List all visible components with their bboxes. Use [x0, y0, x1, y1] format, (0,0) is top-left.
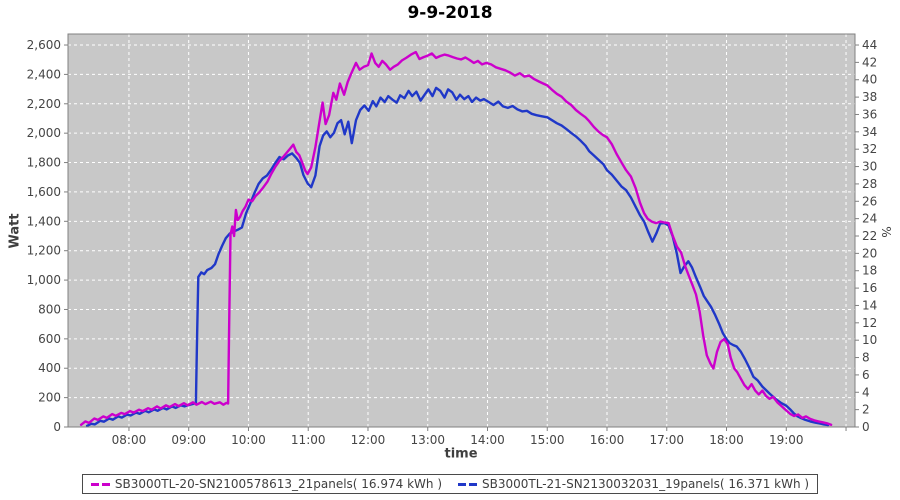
x-axis-tick-label: 19:00 — [769, 433, 804, 447]
y-axis-tick-label-right: 0 — [862, 420, 870, 434]
y-axis-tick-label-right: 18 — [862, 264, 877, 278]
y-axis-label-percent: % — [879, 226, 893, 238]
y-axis-tick-label-left: 1,200 — [27, 244, 61, 258]
y-axis-tick-label-left: 400 — [38, 361, 61, 375]
y-axis-tick-label-right: 44 — [862, 38, 877, 52]
y-axis-tick-label-right: 20 — [862, 246, 877, 260]
y-axis-tick-label-left: 600 — [38, 332, 61, 346]
x-axis-tick-label: 09:00 — [171, 433, 206, 447]
y-axis-tick-label-right: 6 — [862, 368, 870, 382]
y-axis-tick-label-right: 10 — [862, 333, 877, 347]
y-axis-tick-label-left: 2,200 — [27, 97, 61, 111]
y-axis-tick-label-right: 38 — [862, 90, 877, 104]
series-line-sb3000tl-20 — [79, 50, 833, 426]
y-axis-label-watt: Watt — [7, 213, 23, 249]
y-axis-tick-label-left: 1,600 — [27, 185, 61, 199]
y-axis-tick-label-left: 1,400 — [27, 214, 61, 228]
y-axis-tick-label-right: 24 — [862, 212, 877, 226]
legend-box: SB3000TL-20-SN2100578613_21panels( 16.97… — [81, 474, 819, 494]
legend-label: SB3000TL-20-SN2100578613_21panels( 16.97… — [114, 477, 442, 491]
x-axis-tick-label: 15:00 — [530, 433, 565, 447]
y-axis-tick-label-right: 40 — [862, 73, 877, 87]
x-axis-tick-label: 08:00 — [112, 433, 147, 447]
plot-area: 02004006008001,0001,2001,4001,6001,8002,… — [27, 33, 877, 447]
y-axis-tick-label-right: 8 — [862, 351, 870, 365]
y-axis-tick-label-right: 42 — [862, 55, 877, 69]
y-axis-tick-label-right: 4 — [862, 385, 870, 399]
y-axis-tick-label-right: 30 — [862, 160, 877, 174]
y-axis-tick-label-right: 36 — [862, 107, 877, 121]
y-axis-tick-label-left: 2,000 — [27, 126, 61, 140]
x-axis-tick-label: 13:00 — [410, 433, 445, 447]
legend-item-inverter-20: SB3000TL-20-SN2100578613_21panels( 16.97… — [90, 477, 442, 491]
y-axis-tick-label-right: 26 — [862, 194, 877, 208]
y-axis-tick-label-right: 16 — [862, 281, 877, 295]
x-axis-tick-label: 12:00 — [351, 433, 386, 447]
x-axis-tick-label: 11:00 — [291, 433, 326, 447]
plot-border — [67, 33, 856, 428]
y-axis-tick-label-right: 2 — [862, 403, 870, 417]
legend-label: SB3000TL-21-SN2130032031_19panels( 16.37… — [482, 477, 810, 491]
x-axis-tick-label: 16:00 — [590, 433, 625, 447]
x-axis-tick-label: 18:00 — [709, 433, 744, 447]
series-line-sb3000tl-21 — [85, 86, 830, 427]
x-axis-label-time: time — [444, 446, 478, 462]
y-axis-tick-label-right: 22 — [862, 229, 877, 243]
y-axis-tick-label-left: 200 — [38, 391, 61, 405]
x-axis-tick-label: 14:00 — [470, 433, 505, 447]
y-axis-tick-label-left: 1,800 — [27, 156, 61, 170]
y-axis-tick-label-left: 800 — [38, 302, 61, 316]
y-axis-tick-label-left: 2,600 — [27, 38, 61, 52]
y-axis-tick-label-right: 14 — [862, 298, 877, 312]
y-axis-tick-label-right: 34 — [862, 125, 877, 139]
legend-item-inverter-21: SB3000TL-21-SN2130032031_19panels( 16.37… — [458, 477, 809, 491]
y-axis-tick-label-right: 12 — [862, 316, 877, 330]
y-axis-tick-label-left: 2,400 — [27, 67, 61, 81]
series-line-swatch-magenta — [90, 482, 110, 486]
x-axis-tick-label: 17:00 — [649, 433, 684, 447]
plot-background — [68, 34, 855, 427]
y-axis-tick-label-right: 32 — [862, 142, 877, 156]
x-axis-tick-label: 10:00 — [231, 433, 266, 447]
y-axis-tick-label-right: 28 — [862, 177, 877, 191]
chart-title: 9-9-2018 — [407, 3, 493, 23]
y-axis-tick-label-left: 1,000 — [27, 273, 61, 287]
series-line-swatch-blue — [458, 482, 477, 486]
legend: SB3000TL-20-SN2100578613_21panels( 16.97… — [0, 474, 900, 494]
y-axis-tick-label-left: 0 — [53, 420, 61, 434]
